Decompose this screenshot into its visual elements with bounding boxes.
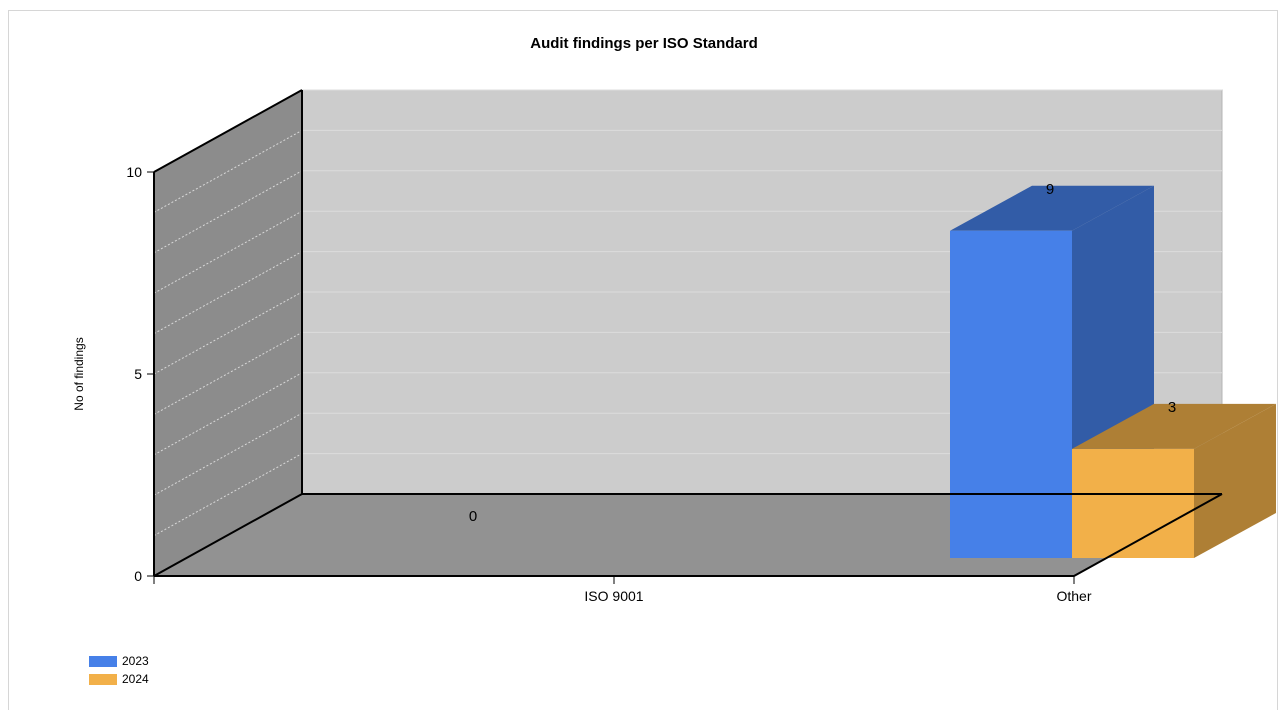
legend-label-2023: 2023 — [122, 654, 149, 668]
bar-2023-Other — [950, 230, 1072, 558]
legend-label-2024: 2024 — [122, 672, 149, 686]
gridline-side — [153, 372, 303, 456]
gridline-side — [153, 251, 303, 335]
y-tick-label: 10 — [126, 164, 142, 180]
legend-swatch-2024 — [89, 673, 117, 685]
gridline-side — [153, 210, 303, 294]
gridline-side — [153, 412, 303, 496]
y-axis-title: No of findings — [72, 337, 86, 410]
gridline-side — [153, 129, 303, 213]
legend-item-2023: 2023 — [89, 652, 149, 670]
legend: 2023 2024 — [89, 652, 149, 688]
legend-item-2024: 2024 — [89, 670, 149, 688]
data-label: 3 — [1168, 399, 1176, 416]
y-ticks: 0 5 10 — [126, 164, 154, 584]
gridline-side — [153, 331, 303, 415]
gridline-side — [153, 291, 303, 375]
legend-swatch-2023 — [89, 655, 117, 667]
floor-left-edge — [153, 493, 303, 577]
chart-title: Audit findings per ISO Standard — [530, 35, 758, 52]
floor-right-edge — [1073, 493, 1223, 577]
x-tick-label: ISO 9001 — [584, 588, 643, 604]
side-top-edge — [153, 89, 303, 173]
bars — [950, 185, 1276, 558]
gridline-side — [153, 170, 303, 254]
x-ticks: ISO 9001 Other — [153, 576, 1092, 604]
data-labels: 9 3 0 — [469, 181, 1176, 525]
gridline-side — [153, 453, 303, 537]
bar-side-2024 — [1194, 403, 1276, 558]
data-label: 9 — [1046, 181, 1054, 198]
bar-top-2023 — [950, 185, 1154, 231]
bar-2024-Other — [1072, 448, 1194, 558]
data-label-zero: 0 — [469, 508, 477, 525]
y-tick-label: 5 — [134, 366, 142, 382]
y-tick-label: 0 — [134, 568, 142, 584]
x-tick-label: Other — [1056, 588, 1091, 604]
bar-top-2024 — [1072, 403, 1276, 449]
